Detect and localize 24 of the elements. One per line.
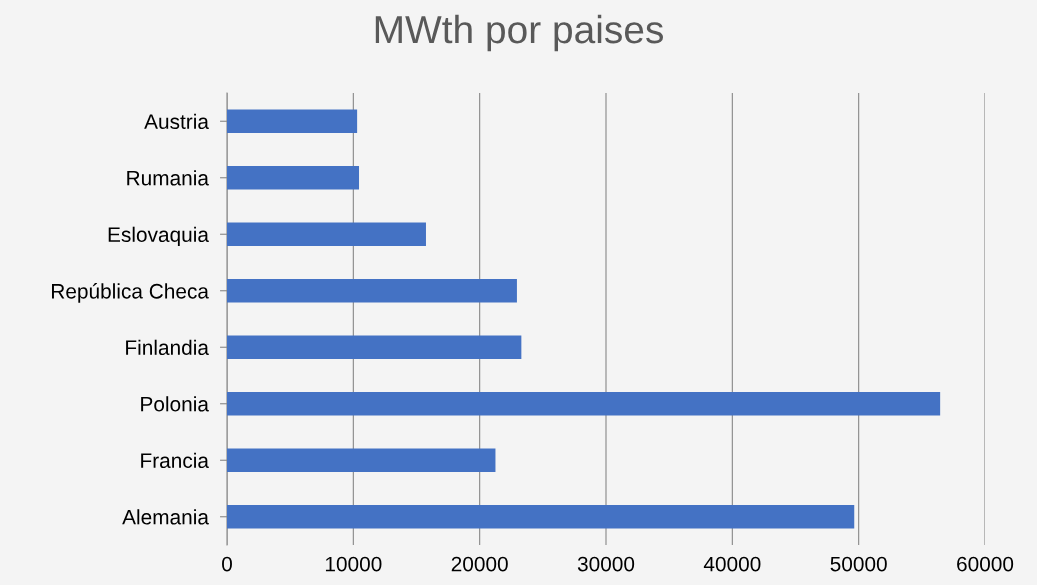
bar — [227, 165, 360, 190]
bar — [227, 335, 522, 360]
bar — [227, 278, 517, 303]
y-tick-label: Francia — [141, 452, 209, 468]
chart-title: MWth por paises — [375, 14, 663, 52]
bar — [227, 222, 426, 247]
x-tick-label: 20000 — [451, 556, 508, 572]
bar — [227, 391, 941, 416]
bar — [227, 448, 496, 473]
x-tick-label: 40000 — [703, 556, 761, 572]
x-tick-label: 10000 — [325, 556, 382, 572]
y-tick-label: Austria — [144, 113, 209, 129]
x-tick-label: 30000 — [577, 556, 635, 572]
bar — [227, 109, 358, 134]
y-tick-label: Finlandia — [126, 339, 209, 355]
y-tick-label: República Checa — [52, 283, 209, 303]
y-tick-label: Alemania — [122, 509, 209, 525]
x-tick-label: 60000 — [957, 556, 1014, 572]
x-tick-label: 0 — [222, 556, 232, 572]
x-tick-label: 50000 — [830, 556, 887, 572]
bar — [227, 504, 855, 529]
y-tick-label: Eslovaquia — [108, 226, 209, 247]
y-tick-label: Rumania — [127, 170, 209, 186]
y-tick-label: Polonia — [141, 396, 209, 412]
